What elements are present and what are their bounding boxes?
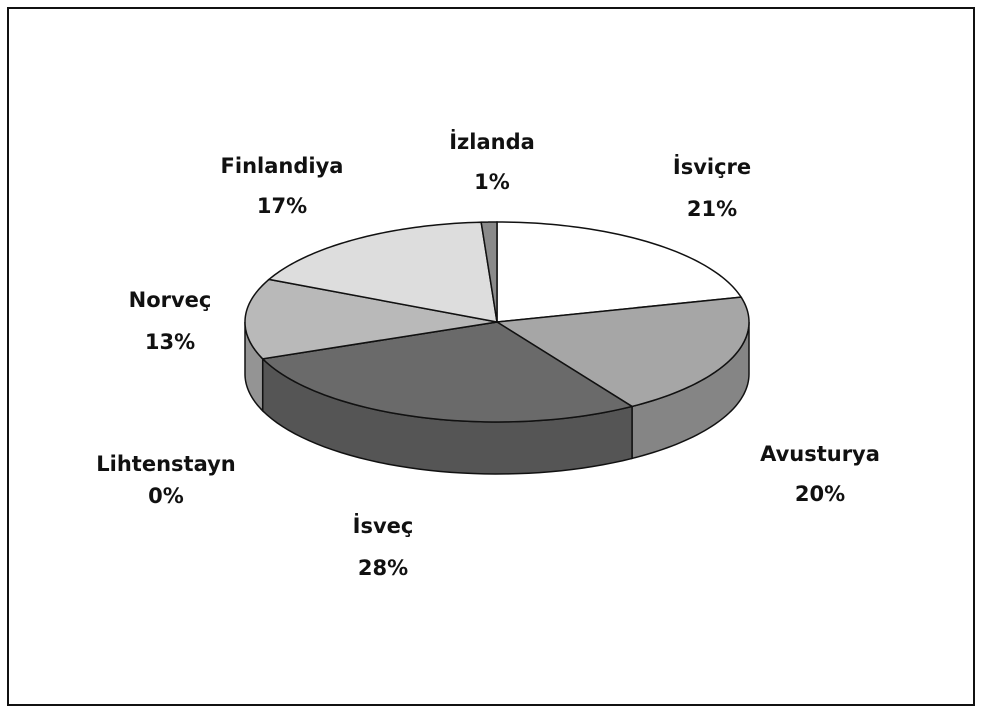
slice-label: Avusturya (760, 442, 880, 466)
value-label: 13% (145, 330, 195, 354)
slice (480, 221, 498, 323)
value-label: 17% (257, 194, 307, 218)
slice (261, 321, 634, 423)
slice-label: İsviçre (673, 154, 751, 179)
slice (494, 296, 750, 408)
slice (267, 221, 498, 323)
slice-label: Lihtenstayn (96, 452, 235, 476)
value-label: 0% (148, 484, 184, 508)
slice-label: Finlandiya (221, 154, 344, 178)
value-label: 21% (687, 197, 737, 221)
slice-label: Norveç (129, 288, 212, 312)
value-label: 1% (474, 170, 510, 194)
slice (244, 278, 498, 360)
value-label: 20% (795, 482, 845, 506)
slice-label: İzlanda (449, 129, 535, 154)
slice (496, 221, 743, 323)
slice-label: İsveç (353, 513, 414, 538)
value-label: 28% (358, 556, 408, 580)
